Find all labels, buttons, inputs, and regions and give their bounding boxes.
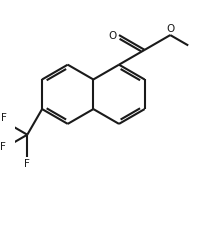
Text: F: F xyxy=(1,113,6,123)
Text: F: F xyxy=(0,141,6,151)
Text: O: O xyxy=(166,24,174,33)
Text: O: O xyxy=(108,31,117,41)
Text: F: F xyxy=(24,159,30,169)
